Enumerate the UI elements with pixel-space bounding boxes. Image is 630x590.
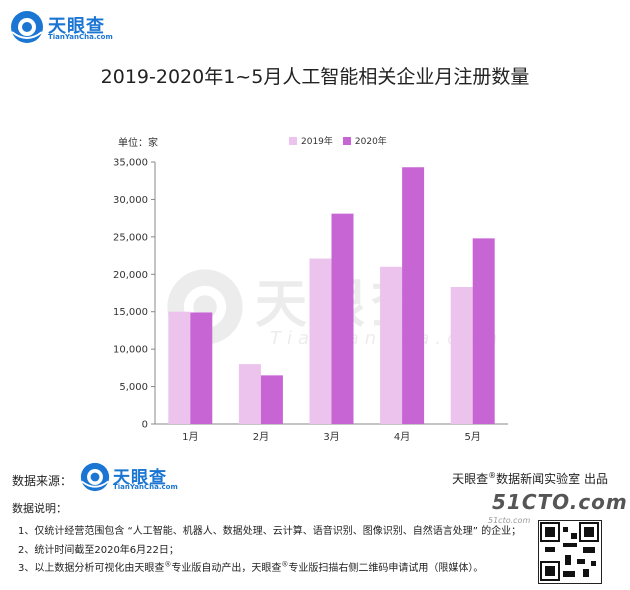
unit-label: 单位：家	[118, 138, 158, 149]
qr-module	[545, 547, 555, 552]
chart-legend: 2019年 2020年	[289, 134, 387, 147]
qr-module	[577, 559, 585, 564]
y-tick-label: 35,000	[113, 158, 148, 169]
y-tick-label: 5,000	[119, 382, 148, 393]
note-3-reg-1: ®	[164, 560, 172, 569]
producer-credit: 天眼查®数据新闻实验室 出品	[452, 470, 608, 487]
source-label: 数据来源：	[12, 474, 73, 488]
qr-module	[563, 527, 568, 532]
y-tick-label: 20,000	[113, 270, 148, 281]
brand-domain: TianYanCha.com	[48, 33, 113, 41]
legend-swatch-2019	[289, 136, 297, 145]
qr-finder-top-right	[579, 522, 599, 542]
qr-finder-top-left	[540, 522, 560, 542]
bar-2019年-3月	[309, 258, 332, 424]
bar-2019年-2月	[238, 364, 261, 424]
note-3-part-c: 专业版扫描右侧二维码申请试用（限媒体）。	[288, 563, 484, 574]
y-tick-label: 15,000	[113, 307, 148, 318]
note-3-part-b: 专业版自动产出，天眼查	[171, 563, 282, 574]
bar-2020年-4月	[402, 167, 425, 425]
x-tick-label: 2月	[253, 431, 269, 443]
qr-module	[563, 543, 577, 547]
note-3-part-a: 3、以上数据分析可视化由天眼查	[18, 563, 165, 574]
source-logo: 天眼查 TianYanCha.com	[80, 462, 190, 494]
stamp-text: 51CTO.com	[492, 490, 628, 514]
qr-module	[563, 571, 575, 577]
source-eye-icon	[80, 462, 110, 492]
y-tick-label: 10,000	[113, 345, 148, 356]
x-tick-label: 5月	[465, 431, 481, 443]
bar-chart: 0 5,000 10,000 15,000 20,000 25,000 30,000 35,0…	[113, 158, 508, 443]
note-1: 1、仅统计经营范围包含 “人工智能、机器人、数据处理、云计算、语音识别、图像识别…	[18, 526, 522, 537]
eye-logo-icon	[11, 11, 43, 43]
brand-logo: 天眼查 TianYanCha.com	[10, 10, 130, 44]
qr-module	[583, 547, 595, 553]
legend-label-2019: 2019年	[301, 137, 333, 147]
note-3-reg-2: ®	[281, 560, 289, 569]
y-tick-label: 0	[142, 420, 148, 431]
x-tick-label: 3月	[323, 431, 339, 443]
y-tick-label: 30,000	[113, 195, 148, 206]
qr-code[interactable]	[538, 520, 602, 584]
x-tick-label: 1月	[182, 431, 198, 443]
x-tick-label: 4月	[394, 431, 410, 443]
note-2: 2、统计时间截至2020年6月22日；	[18, 545, 179, 556]
note-3: 3、以上数据分析可视化由天眼查®专业版自动产出，天眼查®专业版扫描右侧二维码申请…	[18, 559, 483, 574]
bar-2020年-1月	[190, 312, 213, 424]
legend-item-2019: 2019年	[289, 134, 333, 147]
qr-finder-bottom-left	[540, 561, 560, 581]
qr-module	[583, 569, 589, 577]
bar-2019年-5月	[450, 287, 473, 424]
y-tick-label: 25,000	[113, 232, 148, 243]
qr-module	[571, 533, 577, 539]
qr-module	[565, 555, 571, 565]
bar-2019年-1月	[168, 311, 191, 424]
notes-title: 数据说明：	[12, 502, 67, 515]
qr-module	[591, 561, 596, 566]
legend-swatch-2020	[342, 136, 351, 145]
legend-item-2020: 2020年	[342, 134, 387, 147]
legend-label-2020: 2020年	[354, 137, 387, 147]
brand-name: 天眼查	[48, 16, 105, 37]
bar-2019年-4月	[380, 266, 403, 424]
producer-suffix: 数据新闻实验室 出品	[496, 472, 608, 486]
source-brand-domain: TianYanCha.com	[113, 483, 178, 491]
producer-prefix: 天眼查	[452, 472, 489, 486]
source-brand-name: 天眼查	[113, 468, 167, 488]
producer-reg: ®	[488, 471, 497, 480]
bar-2020年-5月	[472, 238, 495, 424]
chart-title: 2019-2020年1~5月人工智能相关企业月注册数量	[100, 66, 530, 88]
bar-2020年-2月	[260, 375, 283, 424]
bar-2020年-3月	[331, 213, 354, 424]
site-stamp: 51CTO.com 51cto.com	[488, 488, 627, 528]
stamp-sub: 51cto.com	[488, 516, 531, 525]
